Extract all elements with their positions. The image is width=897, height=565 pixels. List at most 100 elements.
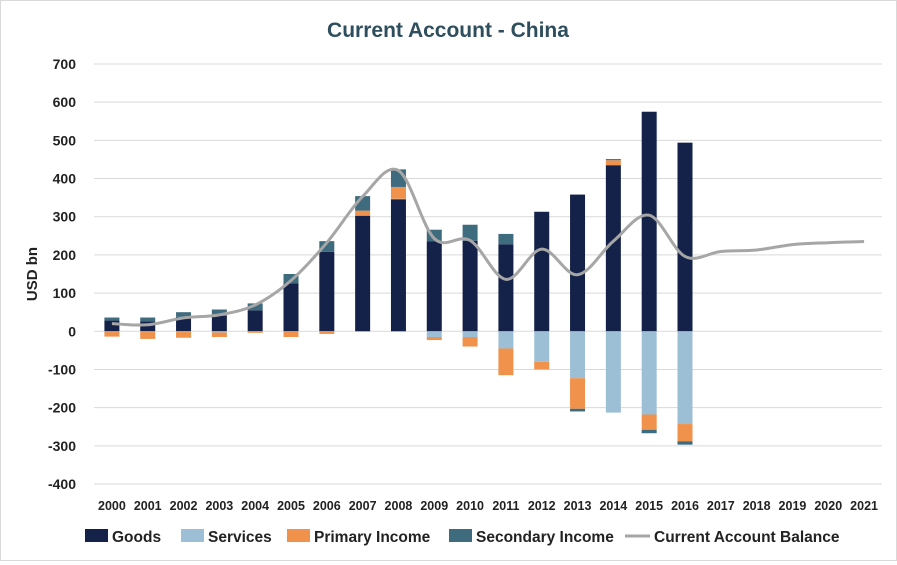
bar-secondary-income — [140, 317, 156, 322]
grid-layer — [94, 63, 882, 485]
y-tick-label: 0 — [68, 323, 76, 339]
y-tick-label: 400 — [53, 171, 77, 187]
bar-goods — [283, 283, 299, 332]
x-tick-label: 2019 — [779, 499, 807, 513]
bar-primary-income — [319, 331, 335, 334]
bar-secondary-income — [677, 441, 693, 445]
legend-label: Secondary Income — [476, 529, 614, 546]
line-current-account-balance — [111, 167, 865, 327]
x-tick-label: 2021 — [850, 499, 878, 513]
legend: Goods Services Primary Income Secondary Inc… — [85, 529, 840, 546]
bar-secondary-income — [211, 309, 227, 316]
bar-services — [355, 215, 371, 216]
legend-label: Current Account Balance — [654, 529, 840, 546]
x-tick-label: 2020 — [814, 499, 842, 513]
bar-primary-income — [247, 331, 263, 333]
y-axis-label: USD bn — [24, 247, 41, 301]
bar-services — [319, 331, 335, 332]
bar-services — [247, 331, 263, 332]
legend-item: Current Account Balance — [625, 529, 840, 546]
bar-services — [570, 331, 586, 379]
bar-services — [641, 331, 657, 415]
bar-goods — [355, 215, 371, 332]
bar-primary-income — [355, 210, 371, 216]
legend-label: Primary Income — [314, 529, 431, 546]
bar-services — [426, 331, 442, 337]
legend-swatch — [181, 529, 204, 542]
bar-secondary-income — [104, 317, 120, 321]
bar-primary-income — [426, 337, 442, 341]
bar-services — [140, 331, 156, 333]
bar-secondary-income — [641, 429, 657, 434]
bar-secondary-income — [247, 303, 263, 311]
x-tick-label: 2002 — [170, 499, 198, 513]
x-tick-label: 2000 — [98, 499, 126, 513]
legend-item: Goods — [85, 529, 161, 546]
x-tick-label: 2007 — [349, 499, 377, 513]
bar-primary-income — [140, 332, 156, 339]
bar-goods — [247, 310, 263, 332]
bar-secondary-income — [570, 408, 586, 412]
bar-secondary-income — [426, 229, 442, 242]
bar-services — [211, 331, 227, 333]
bar-goods — [426, 241, 442, 332]
x-tick-label: 2014 — [599, 499, 627, 513]
bar-goods — [211, 316, 227, 332]
y-tick-label: -300 — [48, 438, 76, 454]
x-tick-label: 2017 — [707, 499, 735, 513]
bar-secondary-income — [176, 312, 192, 317]
bar-services — [176, 331, 192, 333]
bar-layer — [104, 111, 693, 445]
bar-primary-income — [283, 331, 299, 337]
x-tick-label: 2008 — [385, 499, 413, 513]
legend-swatch — [287, 529, 310, 542]
bar-services — [534, 331, 550, 362]
bar-goods — [498, 244, 514, 332]
bar-goods — [462, 240, 478, 332]
x-tick-label: 2004 — [241, 499, 269, 513]
bar-goods — [390, 199, 406, 332]
bar-goods — [176, 316, 192, 332]
x-tick-label: 2010 — [456, 499, 484, 513]
bar-goods — [605, 165, 621, 332]
x-tick-label: 2003 — [205, 499, 233, 513]
legend-item: Secondary Income — [449, 529, 614, 546]
bar-services — [498, 331, 514, 349]
bar-primary-income — [104, 331, 120, 337]
legend-swatch — [85, 529, 108, 542]
x-tick-label: 2009 — [420, 499, 448, 513]
bar-goods — [140, 321, 156, 332]
y-tick-label: 300 — [53, 209, 77, 225]
legend-item: Primary Income — [287, 529, 431, 546]
y-tick-label: -200 — [48, 400, 76, 416]
bar-goods — [104, 320, 120, 332]
bar-goods — [677, 142, 693, 332]
bar-primary-income — [498, 348, 514, 376]
y-tick-label: 600 — [53, 94, 77, 110]
bar-primary-income — [605, 160, 621, 166]
line-layer — [111, 167, 865, 327]
bar-services — [605, 331, 621, 413]
bar-secondary-income — [319, 241, 335, 252]
legend-label: Goods — [112, 529, 161, 546]
bar-goods — [570, 194, 586, 332]
bar-primary-income — [534, 361, 550, 370]
x-tick-label: 2016 — [671, 499, 699, 513]
bar-goods — [319, 251, 335, 332]
bar-services — [462, 331, 478, 337]
bar-primary-income — [570, 378, 586, 409]
bar-primary-income — [677, 424, 693, 442]
bar-primary-income — [176, 332, 192, 338]
bar-goods — [641, 111, 657, 332]
x-tick-label: 2018 — [743, 499, 771, 513]
bar-secondary-income — [498, 233, 514, 245]
y-tick-label: 200 — [53, 247, 77, 263]
bar-primary-income — [390, 186, 406, 199]
x-tick-label: 2012 — [528, 499, 556, 513]
x-tick-label: 2015 — [635, 499, 663, 513]
y-tick-label: -100 — [48, 361, 76, 377]
bar-primary-income — [462, 337, 478, 347]
legend-item: Services — [181, 529, 272, 546]
